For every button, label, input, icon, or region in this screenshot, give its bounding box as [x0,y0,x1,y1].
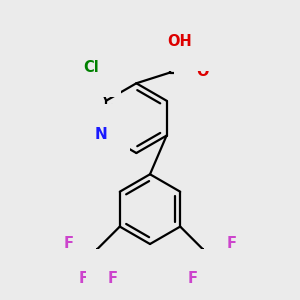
Text: F: F [226,236,236,251]
Text: N: N [94,127,107,142]
Text: OH: OH [167,34,192,49]
Text: F: F [64,236,74,251]
Text: F: F [206,271,216,286]
Text: O: O [196,64,209,79]
Text: F: F [187,271,197,286]
Text: Cl: Cl [83,61,99,76]
Text: F: F [78,271,88,286]
Text: F: F [108,271,118,286]
